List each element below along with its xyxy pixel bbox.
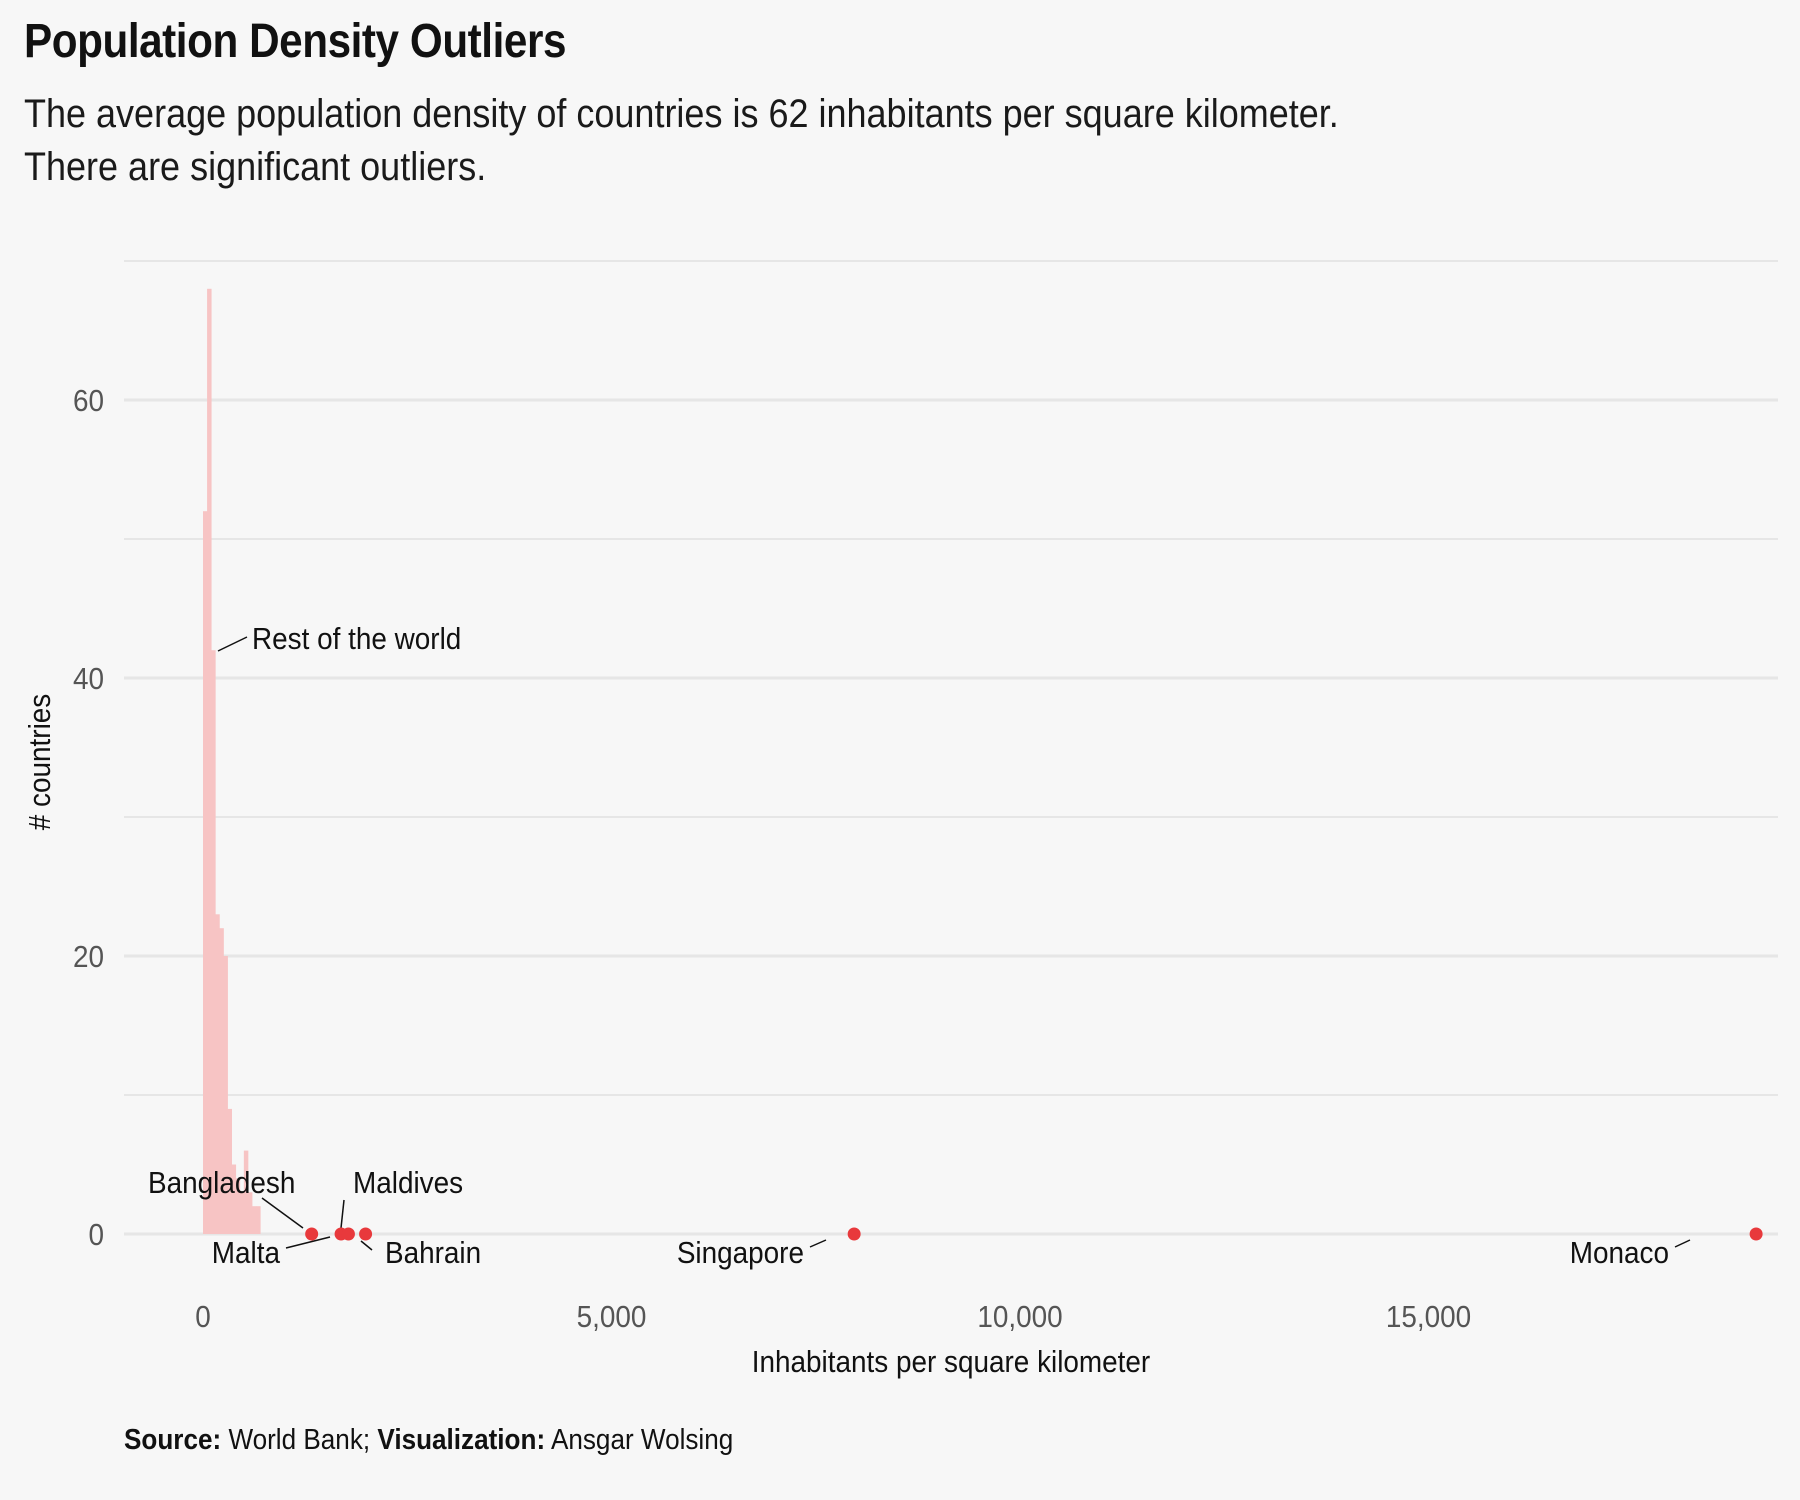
- outlier-label: Malta: [212, 1236, 281, 1271]
- y-axis-ticks: 0 20 40 60: [73, 384, 104, 1253]
- outlier-point: [305, 1227, 319, 1241]
- outlier-leader-line: [340, 1199, 345, 1229]
- histogram-bar: [207, 288, 212, 1234]
- bins-label-leader: [217, 636, 248, 652]
- y-tick-label: 40: [73, 662, 104, 697]
- x-axis-ticks: 0 5,000 10,000 15,000: [195, 1300, 1471, 1335]
- histogram-bar: [247, 1192, 253, 1234]
- gridlines: [124, 260, 1778, 1236]
- y-tick-label: 20: [73, 940, 104, 975]
- outlier-label: Singapore: [677, 1236, 804, 1271]
- source-label: Source:: [124, 1424, 222, 1456]
- subtitle-line-2: There are significant outliers.: [24, 145, 487, 189]
- outlier-label: Bahrain: [385, 1236, 481, 1271]
- x-tick-label: 0: [195, 1300, 211, 1335]
- outlier-point: [341, 1227, 355, 1241]
- histogram-bar: [223, 956, 228, 1234]
- y-tick-label: 0: [88, 1218, 104, 1253]
- outlier-leader-line: [261, 1197, 304, 1229]
- histogram-bar: [211, 650, 216, 1234]
- x-tick-label: 15,000: [1386, 1300, 1471, 1335]
- histogram-bar: [215, 914, 220, 1234]
- outlier-points: [305, 1227, 1763, 1241]
- histogram-bar: [256, 1206, 261, 1234]
- outlier-leader-line: [285, 1236, 331, 1249]
- histogram-bar: [252, 1206, 257, 1234]
- visualization-label: Visualization:: [377, 1424, 546, 1456]
- histogram-bars: [203, 288, 261, 1234]
- histogram-bar: [203, 511, 208, 1234]
- y-tick-label: 60: [73, 384, 104, 419]
- histogram-bar: [231, 1164, 237, 1234]
- outlier-label: Maldives: [353, 1166, 463, 1201]
- bins-label: Rest of the world: [252, 622, 461, 657]
- histogram-bar: [227, 1108, 232, 1234]
- outlier-label: Bangladesh: [148, 1166, 295, 1201]
- source-value: World Bank;: [228, 1424, 371, 1456]
- outlier-leader-line: [809, 1239, 827, 1248]
- visualization-value: Ansgar Wolsing: [550, 1424, 734, 1456]
- x-tick-label: 5,000: [577, 1300, 647, 1335]
- x-axis-label: Inhabitants per square kilometer: [752, 1345, 1151, 1380]
- annotations: Rest of the world Bangladesh Malta Maldives…: [148, 622, 1691, 1271]
- outlier-point: [847, 1227, 861, 1241]
- chart-title: Population Density Outliers: [24, 15, 567, 68]
- outlier-leader-line: [360, 1240, 373, 1251]
- outlier-point: [1749, 1227, 1763, 1241]
- y-axis-label: # countries: [23, 694, 58, 830]
- histogram-bar: [239, 1192, 245, 1234]
- histogram-bar: [243, 1150, 249, 1234]
- subtitle-line-1: The average population density of countr…: [24, 92, 1339, 136]
- outlier-leader-line: [1674, 1239, 1691, 1248]
- histogram-bar: [219, 928, 224, 1234]
- source-caption: Source: World Bank; Visualization: Ansga…: [124, 1424, 733, 1457]
- x-tick-label: 10,000: [977, 1300, 1062, 1335]
- outlier-label: Monaco: [1570, 1236, 1669, 1271]
- outlier-point: [359, 1227, 373, 1241]
- chart-subtitle: The average population density of countr…: [24, 88, 1339, 194]
- histogram-bar: [235, 1178, 241, 1234]
